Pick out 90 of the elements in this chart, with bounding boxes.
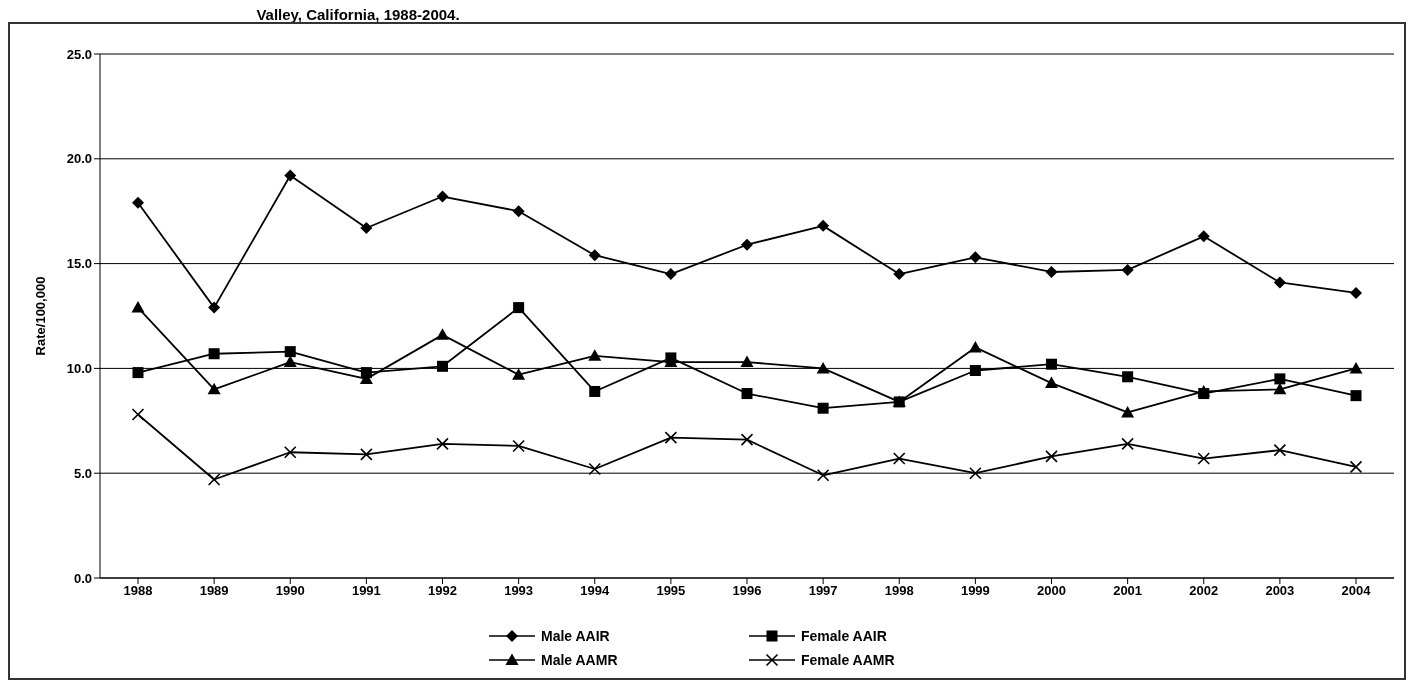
point (1350, 286, 1362, 299)
x-tick-label: 1999 (960, 583, 990, 599)
x-tick-label: 1993 (504, 583, 534, 599)
chart-title: Valley, California, 1988-2004. (255, 6, 461, 23)
x-tick-label: 1989 (199, 583, 229, 599)
point (1121, 437, 1134, 451)
legend-label: Female AAIR (801, 628, 887, 644)
x-tick-label: 2000 (1037, 583, 1066, 599)
x-tick-label: 1991 (351, 583, 381, 599)
point (588, 462, 602, 476)
y-axis-title: Rate/100,000 (32, 276, 48, 356)
point (817, 402, 829, 414)
x-tick-label: 2002 (1189, 583, 1219, 599)
point (664, 268, 677, 281)
point (132, 196, 144, 209)
point (664, 431, 678, 444)
point (816, 469, 830, 482)
point (1045, 450, 1058, 463)
point (1273, 276, 1286, 289)
point (892, 452, 906, 465)
x-tick-label: 1992 (428, 583, 457, 599)
point (1045, 376, 1058, 389)
point (969, 251, 982, 264)
x-tick-label: 1995 (656, 583, 686, 599)
point (1274, 373, 1286, 385)
point (817, 219, 830, 232)
legend-label: Female AAMR (801, 652, 895, 668)
point (588, 249, 601, 262)
x-tick-label: 1998 (884, 583, 914, 599)
point (1121, 405, 1135, 418)
point (1197, 384, 1211, 397)
y-tick-label: 5.0 (73, 465, 92, 481)
point (741, 238, 753, 251)
x-tick-label: 2003 (1265, 583, 1295, 599)
point (284, 169, 297, 182)
legend-label: Male AAIR (541, 628, 610, 644)
point (131, 301, 145, 313)
x-tick-label: 1994 (580, 583, 610, 599)
point (969, 466, 982, 480)
point (1121, 263, 1134, 276)
y-tick-label: 0.0 (73, 570, 92, 586)
point (1349, 460, 1363, 474)
point (437, 360, 448, 372)
point (1197, 230, 1210, 243)
point (893, 268, 906, 281)
point (512, 205, 525, 218)
point (283, 355, 297, 368)
y-tick-label: 10.0 (66, 361, 92, 377)
point (207, 382, 221, 395)
point (208, 301, 221, 314)
point (360, 448, 373, 461)
legend-label: Male AAMR (541, 652, 618, 668)
point (741, 388, 753, 400)
point (360, 221, 373, 234)
point (512, 439, 525, 453)
point (1045, 265, 1058, 278)
point (132, 367, 144, 379)
point (436, 190, 449, 203)
point (1273, 382, 1287, 395)
y-tick-label: 25.0 (66, 46, 92, 62)
point (1197, 452, 1211, 465)
x-tick-label: 2004 (1341, 583, 1372, 599)
point (284, 346, 296, 358)
x-tick-label: 2001 (1113, 583, 1143, 599)
point (740, 355, 754, 368)
y-tick-label: 15.0 (66, 256, 92, 272)
x-tick-label: 1996 (732, 583, 762, 599)
y-tick-label: 20.0 (66, 151, 92, 167)
point (1046, 358, 1057, 370)
point (207, 473, 221, 486)
point (436, 328, 449, 340)
point (589, 385, 601, 397)
x-tick-label: 1988 (123, 583, 153, 599)
point (968, 340, 982, 353)
point (283, 445, 297, 459)
x-tick-label: 1997 (808, 583, 838, 599)
point (1350, 390, 1362, 402)
point (816, 361, 830, 374)
point (969, 365, 981, 376)
x-tick-label: 1990 (275, 583, 305, 599)
point (208, 348, 220, 360)
point (436, 437, 449, 451)
point (1122, 371, 1134, 383)
point (131, 408, 145, 421)
point (1273, 443, 1287, 457)
point (588, 349, 602, 361)
point (740, 433, 754, 446)
point (1349, 361, 1363, 374)
point (513, 302, 525, 314)
point (512, 368, 526, 380)
